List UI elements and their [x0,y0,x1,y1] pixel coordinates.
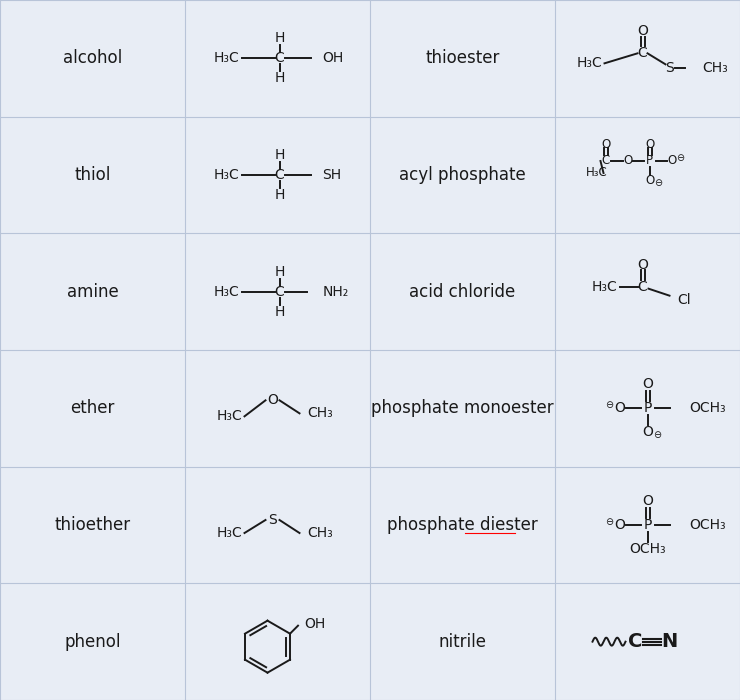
Text: OH: OH [323,51,344,65]
Text: Cl: Cl [678,293,691,307]
Text: H₃C: H₃C [214,168,240,182]
Text: OCH₃: OCH₃ [690,401,726,415]
Text: H₃C: H₃C [576,56,602,70]
Text: phosphate diester: phosphate diester [387,516,538,534]
Text: O: O [637,25,648,38]
Text: H: H [275,304,285,318]
Text: S: S [268,513,277,527]
Text: alcohol: alcohol [63,49,122,67]
Text: H: H [275,71,285,85]
Text: O: O [642,426,653,440]
Text: phenol: phenol [64,633,121,651]
Text: C: C [275,51,284,65]
Text: acyl phosphate: acyl phosphate [399,166,526,184]
Text: OCH₃: OCH₃ [690,518,726,532]
Text: O: O [645,137,654,150]
Text: N: N [662,632,678,651]
Text: P: P [643,401,652,415]
Text: O: O [642,377,653,391]
Text: C: C [275,168,284,182]
Text: H₃C: H₃C [217,410,243,424]
Text: O: O [267,393,278,407]
Text: phosphate monoester: phosphate monoester [371,399,554,417]
Text: O: O [642,494,653,508]
Text: H: H [275,32,285,46]
Text: thioester: thioester [425,49,500,67]
Text: CH₃: CH₃ [308,406,333,420]
Text: SH: SH [323,168,342,182]
Text: H: H [275,148,285,162]
Text: ⊖: ⊖ [605,517,613,527]
Text: O: O [601,137,610,150]
Text: H₃C: H₃C [214,285,240,299]
Text: H: H [275,188,285,202]
Text: CH₃: CH₃ [308,526,333,540]
Text: O: O [614,518,625,532]
Text: O: O [614,401,625,415]
Text: H: H [275,265,285,279]
Text: C: C [638,46,648,60]
Text: H₃C: H₃C [592,280,617,294]
Text: O: O [645,174,654,188]
Text: CH₃: CH₃ [702,62,728,76]
Text: acid chloride: acid chloride [409,283,516,301]
Text: OCH₃: OCH₃ [629,542,666,556]
Text: C: C [275,285,284,299]
Text: thiol: thiol [74,166,111,184]
Text: amine: amine [67,283,118,301]
Text: P: P [646,155,653,167]
Text: ⊖: ⊖ [654,178,662,188]
Text: NH₂: NH₂ [323,285,349,299]
Text: O: O [623,155,632,167]
Text: nitrile: nitrile [439,633,486,651]
Text: C: C [602,155,610,167]
Text: P: P [643,518,652,532]
Text: ⊖: ⊖ [653,430,662,440]
Text: ether: ether [70,399,115,417]
Text: C: C [638,280,648,294]
Text: ⊖: ⊖ [676,153,684,163]
Text: thioether: thioether [55,516,130,534]
Text: ⊖: ⊖ [605,400,613,410]
Text: H₃C: H₃C [214,51,240,65]
Text: OH: OH [304,617,326,631]
Text: C: C [628,632,642,651]
Text: O: O [637,258,648,272]
Text: O: O [667,155,676,167]
Text: S: S [665,62,674,76]
Text: H₃C: H₃C [217,526,243,540]
Text: H₃C: H₃C [585,167,608,179]
